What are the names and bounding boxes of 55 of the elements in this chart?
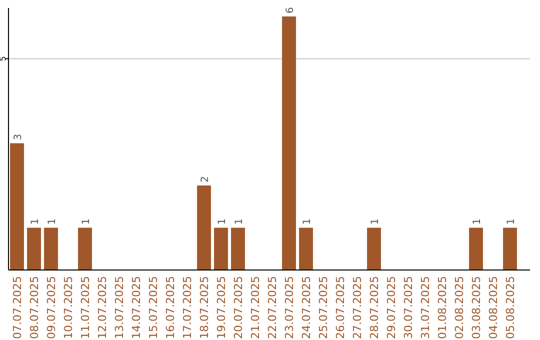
x-tick-label: 22.07.2025 bbox=[266, 276, 279, 339]
x-tick-label: 18.07.2025 bbox=[198, 276, 211, 339]
x-tick-label: 28.07.2025 bbox=[368, 276, 381, 339]
data-label: 1 bbox=[217, 218, 228, 225]
bar bbox=[231, 228, 245, 270]
x-tick-label: 05.08.2025 bbox=[504, 276, 517, 339]
data-label: 1 bbox=[81, 218, 92, 225]
x-tick-label: 10.07.2025 bbox=[62, 276, 75, 339]
data-label: 1 bbox=[30, 218, 41, 225]
data-label: 1 bbox=[47, 218, 58, 225]
x-tick-label: 04.08.2025 bbox=[487, 276, 500, 339]
x-tick-label: 25.07.2025 bbox=[317, 276, 330, 339]
bar bbox=[282, 16, 296, 270]
x-tick-label: 15.07.2025 bbox=[147, 276, 160, 339]
x-tick-label: 12.07.2025 bbox=[96, 276, 109, 339]
y-tick-label: 5 bbox=[0, 56, 8, 62]
data-label: 3 bbox=[13, 134, 24, 140]
x-tick-label: 24.07.2025 bbox=[300, 276, 313, 339]
x-tick-label: 13.07.2025 bbox=[113, 276, 126, 339]
bar bbox=[10, 143, 24, 270]
x-tick-label: 19.07.2025 bbox=[215, 276, 228, 339]
bar bbox=[299, 228, 313, 270]
x-tick-label: 09.07.2025 bbox=[45, 276, 58, 339]
bar bbox=[44, 228, 58, 270]
x-tick-label: 31.07.2025 bbox=[419, 276, 432, 339]
bar bbox=[197, 185, 211, 270]
x-tick-label: 02.08.2025 bbox=[453, 276, 466, 339]
x-tick-label: 16.07.2025 bbox=[164, 276, 177, 339]
bar bbox=[367, 228, 381, 270]
x-tick-label: 01.08.2025 bbox=[436, 276, 449, 339]
x-tick-label: 23.07.2025 bbox=[283, 276, 296, 339]
x-tick-label: 21.07.2025 bbox=[249, 276, 262, 339]
data-label: 1 bbox=[472, 218, 483, 225]
bar bbox=[503, 228, 517, 270]
data-label: 1 bbox=[370, 218, 381, 225]
x-tick-label: 27.07.2025 bbox=[351, 276, 364, 339]
x-tick-label: 14.07.2025 bbox=[130, 276, 143, 339]
x-tick-label: 20.07.2025 bbox=[232, 276, 245, 339]
x-tick-label: 17.07.2025 bbox=[181, 276, 194, 339]
data-label: 1 bbox=[234, 218, 245, 225]
x-tick-label: 07.07.2025 bbox=[11, 276, 24, 339]
data-label: 6 bbox=[285, 7, 296, 14]
x-tick-label: 08.07.2025 bbox=[28, 276, 41, 339]
bar bbox=[214, 228, 228, 270]
x-tick-label: 11.07.2025 bbox=[79, 276, 92, 339]
x-tick-label: 03.08.2025 bbox=[470, 276, 483, 339]
x-tick-label: 26.07.2025 bbox=[334, 276, 347, 339]
bar bbox=[469, 228, 483, 270]
data-label: 1 bbox=[506, 218, 517, 225]
x-tick-label: 30.07.2025 bbox=[402, 276, 415, 339]
x-tick-label: 29.07.2025 bbox=[385, 276, 398, 339]
bar bbox=[78, 228, 92, 270]
data-label: 1 bbox=[302, 218, 313, 225]
bar bbox=[27, 228, 41, 270]
data-label: 2 bbox=[200, 176, 211, 182]
